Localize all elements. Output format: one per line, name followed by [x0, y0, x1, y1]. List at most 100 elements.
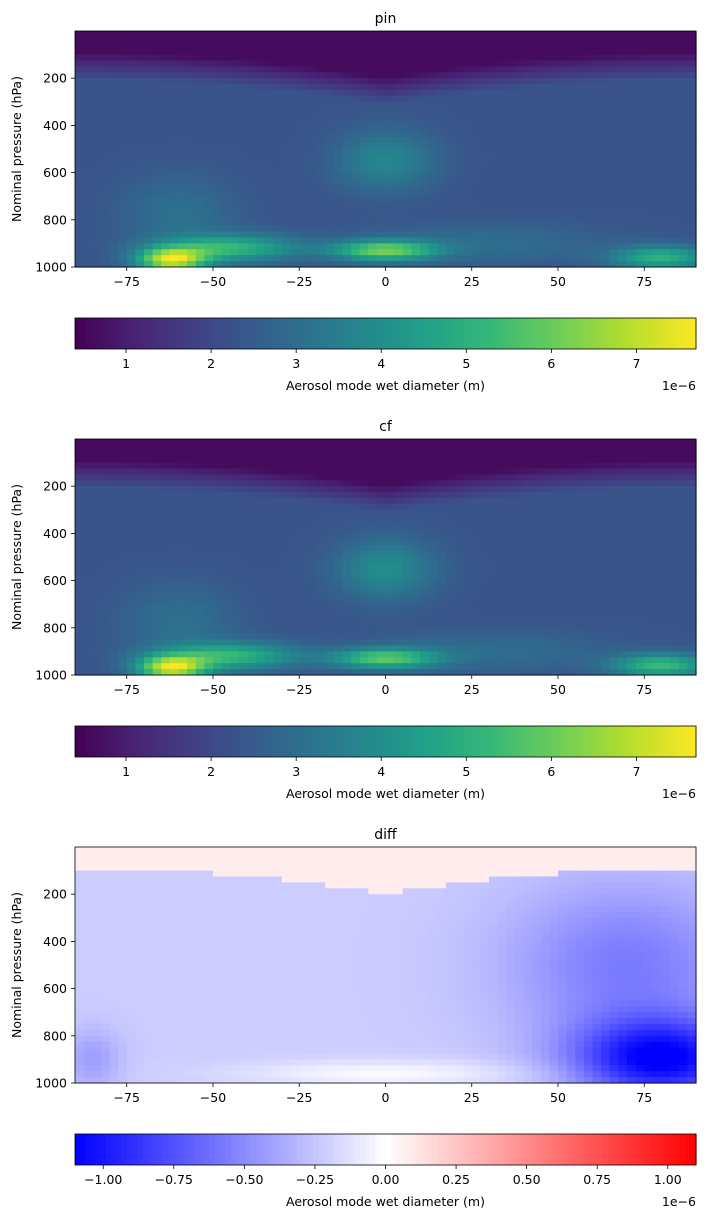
- heatmap-cell: [316, 90, 326, 97]
- heatmap-cell: [549, 125, 559, 132]
- heatmap-cell: [178, 539, 188, 546]
- heatmap-cell: [299, 72, 309, 79]
- heatmap-cell: [549, 545, 559, 552]
- heatmap-cell: [204, 154, 214, 162]
- heatmap-cell: [394, 527, 404, 534]
- heatmap-cell: [420, 237, 430, 244]
- heatmap-cell: [497, 101, 507, 109]
- heatmap-cell: [333, 107, 343, 115]
- heatmap-cell: [368, 509, 378, 517]
- heatmap-cell: [152, 568, 162, 576]
- heatmap-cell: [238, 444, 249, 452]
- heatmap-cell: [635, 474, 645, 481]
- heatmap-cell: [282, 231, 292, 239]
- heatmap-cell: [187, 172, 197, 180]
- heatmap-cell: [299, 474, 309, 481]
- heatmap-cell: [195, 54, 205, 62]
- heatmap-cell: [161, 462, 171, 470]
- heatmap-cell: [575, 557, 585, 564]
- heatmap-cell: [161, 119, 171, 126]
- heatmap-cell: [644, 503, 654, 511]
- heatmap-cell: [144, 545, 154, 552]
- heatmap-cell: [325, 568, 335, 576]
- heatmap-cell: [238, 48, 249, 56]
- heatmap-cell: [316, 492, 326, 499]
- heatmap-cell: [126, 131, 136, 138]
- heatmap-cell: [256, 143, 266, 150]
- heatmap-cell: [411, 456, 421, 464]
- heatmap-cell: [670, 468, 680, 475]
- heatmap-cell: [325, 574, 335, 582]
- heatmap-cell: [325, 160, 335, 168]
- heatmap-cell: [583, 261, 594, 268]
- heatmap-cell: [307, 574, 318, 582]
- heatmap-cell: [230, 456, 240, 464]
- heatmap-cell: [290, 101, 300, 109]
- heatmap-cell: [618, 474, 628, 481]
- heatmap-cell: [161, 486, 171, 493]
- heatmap-cell: [195, 184, 205, 191]
- colorbar-segment: [649, 318, 656, 349]
- heatmap-cell: [195, 545, 205, 552]
- heatmap-cell: [264, 243, 274, 250]
- heatmap-cell: [445, 557, 456, 564]
- heatmap-cell: [471, 208, 481, 215]
- heatmap-cell: [644, 84, 654, 91]
- heatmap-cell: [264, 184, 274, 191]
- heatmap-cell: [376, 557, 387, 564]
- heatmap-cell: [402, 545, 412, 552]
- colorbar-segment: [80, 318, 86, 349]
- heatmap-cell: [109, 54, 119, 62]
- heatmap-cell: [652, 509, 663, 517]
- heatmap-cell: [661, 131, 671, 138]
- heatmap-cell: [411, 562, 421, 570]
- heatmap-cell: [273, 213, 283, 221]
- heatmap-cell: [670, 527, 680, 534]
- heatmap-cell: [445, 131, 456, 138]
- heatmap-cell: [506, 474, 516, 481]
- heatmap-cell: [325, 580, 335, 588]
- heatmap-cell: [566, 190, 576, 197]
- heatmap-cell: [437, 237, 447, 244]
- heatmap-cell: [290, 208, 300, 215]
- heatmap-cell: [187, 125, 197, 132]
- heatmap-cell: [463, 178, 473, 185]
- heatmap-cell: [325, 60, 335, 67]
- heatmap-cell: [635, 562, 645, 570]
- heatmap-cell: [238, 468, 249, 475]
- heatmap-cell: [420, 31, 430, 38]
- heatmap-cell: [195, 125, 205, 132]
- heatmap-cell: [100, 568, 111, 576]
- heatmap-cell: [333, 574, 343, 582]
- heatmap-cell: [376, 184, 387, 191]
- heatmap-cell: [670, 149, 680, 156]
- heatmap-cell: [506, 586, 516, 593]
- heatmap-cell: [359, 474, 369, 481]
- heatmap-cell: [187, 78, 197, 85]
- heatmap-cell: [575, 255, 585, 262]
- heatmap-cell: [592, 492, 602, 499]
- heatmap-cell: [213, 450, 223, 458]
- heatmap-cell: [247, 503, 257, 511]
- heatmap-cell: [135, 509, 145, 517]
- heatmap-cell: [342, 178, 352, 185]
- y-tick-label: 400: [43, 118, 67, 133]
- heatmap-cell: [428, 551, 438, 558]
- heatmap-cell: [540, 72, 550, 79]
- heatmap-cell: [506, 196, 516, 203]
- heatmap-cell: [342, 219, 352, 227]
- heatmap-cell: [523, 166, 533, 174]
- heatmap-cell: [506, 202, 516, 209]
- heatmap-cell: [402, 36, 412, 44]
- heatmap-cell: [420, 143, 430, 150]
- heatmap-cell: [75, 568, 85, 576]
- heatmap-cell: [635, 125, 645, 132]
- heatmap-cell: [118, 72, 128, 79]
- heatmap-cell: [273, 166, 283, 174]
- heatmap-cell: [489, 261, 499, 268]
- heatmap-cell: [566, 515, 576, 523]
- heatmap-cell: [221, 131, 231, 138]
- heatmap-cell: [437, 154, 447, 162]
- heatmap-cell: [402, 498, 412, 505]
- heatmap-cell: [83, 125, 93, 132]
